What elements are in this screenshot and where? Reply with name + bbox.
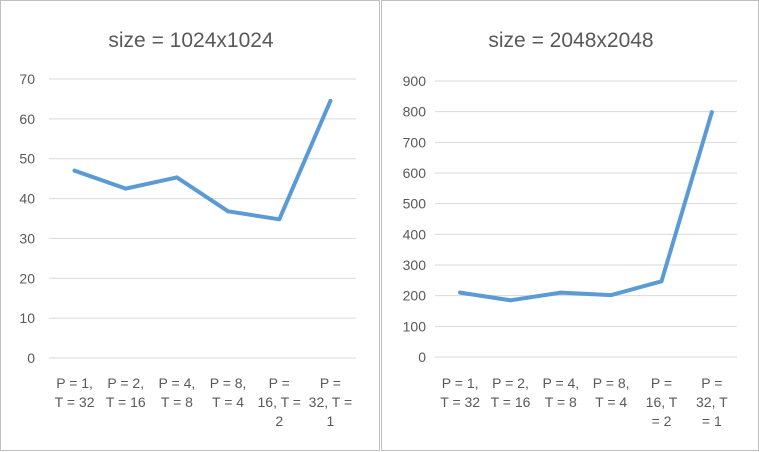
data-point (328, 98, 333, 103)
y-tick-label: 300 (403, 257, 427, 273)
x-tick-label: P = 32, T = 1 (309, 375, 352, 429)
data-point (174, 175, 179, 180)
x-tick-label: P = 32, T = 1 (696, 375, 728, 429)
series-line (458, 110, 714, 303)
data-point (558, 290, 563, 295)
y-tick-label: 20 (19, 270, 35, 286)
x-tick-label: P = 1, T = 32 (440, 375, 480, 410)
series-line (72, 98, 333, 222)
y-tick-label: 500 (403, 196, 427, 212)
data-point (277, 217, 282, 222)
y-tick-label: 10 (19, 310, 35, 326)
y-tick-label: 900 (403, 73, 427, 89)
x-tick-label: P = 16, T = 2 (258, 375, 301, 429)
x-tick-label: P = 8, T = 4 (593, 375, 630, 410)
data-point (458, 290, 463, 295)
data-point (72, 168, 77, 173)
y-tick-label: 400 (403, 226, 427, 242)
chart-panel-1024: size = 1024x1024 0 10 20 30 40 50 60 70 P = 1, T … (0, 0, 380, 451)
x-tick-label: P = 8, T = 4 (210, 375, 247, 410)
x-tick-label: P = 1, T = 32 (55, 375, 95, 410)
y-tick-label: 30 (19, 230, 35, 246)
data-point (123, 186, 128, 191)
y-tick-label: 700 (403, 134, 427, 150)
data-point (226, 209, 231, 214)
x-tick-label: P = 2, T = 16 (491, 375, 531, 410)
x-tick-label: P = 4, T = 8 (159, 375, 196, 410)
y-tick-label: 50 (19, 151, 35, 167)
y-tick-label: 70 (19, 71, 35, 87)
x-tick-label: P = 16, T = 2 (646, 375, 678, 429)
y-tick-label: 60 (19, 111, 35, 127)
y-tick-label: 40 (19, 191, 35, 207)
chart-title: size = 1024x1024 (108, 29, 274, 52)
y-tick-label: 0 (418, 349, 426, 365)
x-tick-label: P = 2, T = 16 (106, 375, 146, 410)
y-tick-label: 0 (27, 350, 35, 366)
chart-1024-svg: size = 1024x1024 0 10 20 30 40 50 60 70 P = 1, T … (19, 29, 356, 429)
y-tick-label: 800 (403, 104, 427, 120)
data-point (508, 298, 513, 303)
data-point (659, 279, 664, 284)
y-tick-label: 200 (403, 288, 427, 304)
chart-title: size = 2048x2048 (488, 29, 653, 52)
y-tick-label: 600 (403, 165, 427, 181)
data-point (709, 110, 714, 115)
data-point (609, 293, 614, 298)
chart-2048-svg: size = 2048x2048 0 100 200 300 400 500 600 700 8… (403, 29, 737, 429)
chart-panel-2048: size = 2048x2048 0 100 200 300 400 500 600 700 8… (381, 0, 759, 451)
x-tick-label: P = 4, T = 8 (542, 375, 579, 410)
y-tick-label: 100 (403, 318, 427, 334)
